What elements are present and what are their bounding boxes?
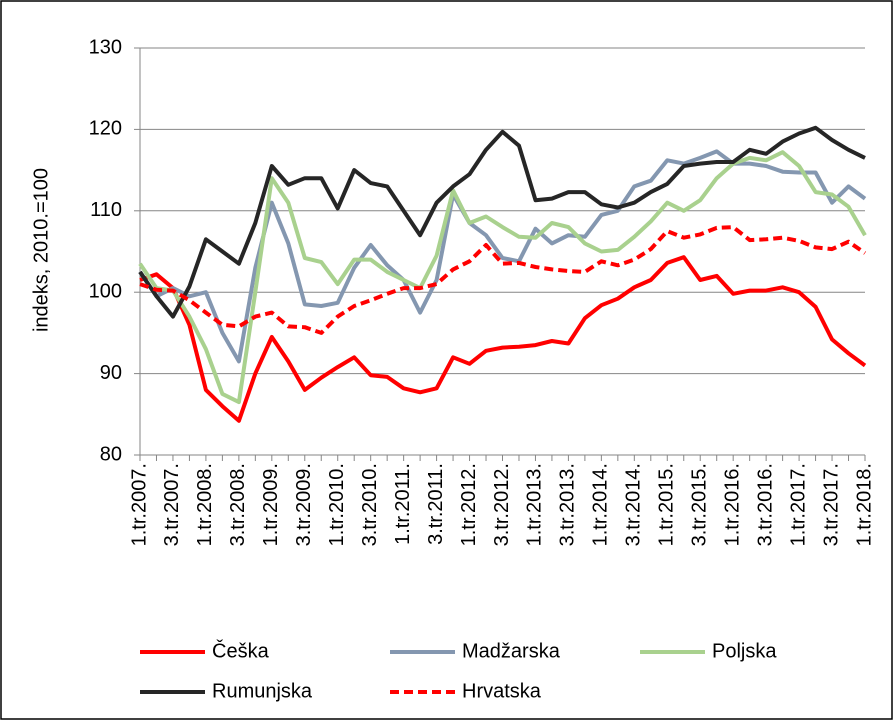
y-tick-label: 80 (100, 443, 122, 465)
legend-label: Češka (212, 639, 270, 662)
y-axis-label: indeks, 2010.=100 (30, 168, 52, 332)
y-tick-label: 110 (90, 199, 122, 221)
y-tick-label: 120 (89, 118, 122, 140)
series-line (138, 150, 867, 405)
x-tick-label: 1.tr.2014. (590, 463, 612, 546)
x-tick-label: 3.tr.2016. (754, 463, 776, 546)
x-tick-label: 1.tr.2008. (194, 463, 216, 546)
x-tick-label: 3.tr.2010. (359, 463, 381, 546)
legend-label: Hrvatska (462, 680, 542, 702)
x-tick-label: 1.tr.2015. (656, 463, 678, 546)
x-tick-label: 1.tr.2007. (128, 463, 150, 546)
x-tick-label: 3.tr.2011. (425, 463, 447, 545)
x-tick-label: 1.tr.2009. (260, 463, 282, 546)
x-tick-label: 1.tr.2016. (721, 463, 743, 546)
x-tick-label: 1.tr.2012. (458, 463, 480, 546)
y-tick-label: 130 (89, 36, 122, 58)
x-tick-label: 3.tr.2017. (820, 463, 842, 546)
x-tick-label: 3.tr.2007. (161, 463, 183, 546)
x-tick-label: 1.tr.2013. (524, 463, 546, 546)
y-tick-label: 100 (89, 280, 122, 302)
series-line (138, 125, 866, 319)
legend-label: Madžarska (462, 640, 561, 662)
x-tick-label: 3.tr.2009. (293, 463, 315, 546)
x-tick-label: 1.tr.2018. (853, 463, 875, 546)
x-tick-label: 3.tr.2013. (557, 463, 579, 546)
legend-label: Poljska (712, 640, 777, 662)
x-tick-label: 3.tr.2008. (227, 463, 249, 546)
x-tick-label: 1.tr.2017. (787, 463, 809, 546)
x-tick-label: 3.tr.2014. (623, 463, 645, 546)
y-tick-label: 90 (100, 362, 122, 384)
x-tick-label: 1.tr.2010. (326, 463, 348, 546)
legend-label: Rumunjska (212, 680, 313, 702)
series-line (139, 255, 867, 423)
x-tick-label: 3.tr.2015. (689, 463, 711, 546)
x-tick-label: 3.tr.2012. (491, 463, 513, 546)
x-tick-label: 1.tr.2011. (392, 463, 414, 545)
